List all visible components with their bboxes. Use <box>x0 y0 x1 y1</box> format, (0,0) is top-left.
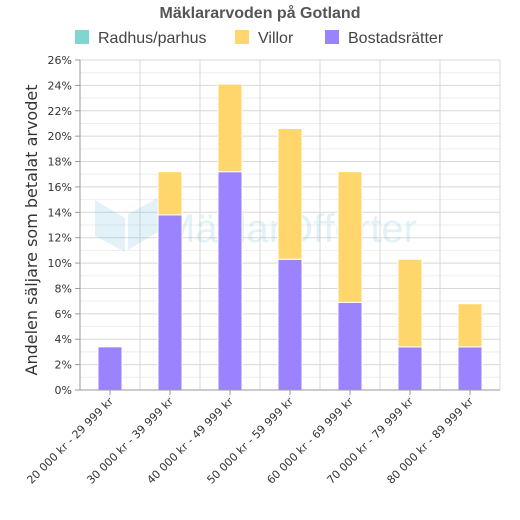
bars <box>97 83 483 391</box>
legend-swatch <box>325 30 339 44</box>
bar-segment[interactable] <box>97 346 123 391</box>
chart-title: Mäklararvoden på Gotland <box>160 4 361 22</box>
y-tick-labels: 0% 2% 4% 6% 8% 10% 12% 14% 16% 18% 20% 22% 24% 26% <box>48 54 72 397</box>
bar-segment[interactable] <box>337 301 363 391</box>
y-tick-label: 8% <box>55 282 72 295</box>
legend-item[interactable]: Villor <box>235 30 294 47</box>
bar-segment[interactable] <box>397 346 423 391</box>
y-tick-label: 6% <box>55 308 72 321</box>
y-tick-label: 14% <box>48 206 72 219</box>
legend-label: Bostadsrätter <box>348 30 444 47</box>
bar-segment[interactable] <box>157 171 183 216</box>
y-tick-label: 2% <box>55 359 72 372</box>
axes <box>75 59 500 395</box>
y-tick-label: 18% <box>48 156 72 169</box>
legend: Radhus/parhus Villor Bostadsrätter <box>75 30 444 47</box>
bar-segment[interactable] <box>397 258 423 348</box>
y-tick-label: 22% <box>48 105 72 118</box>
bar-segment[interactable] <box>157 214 183 391</box>
y-axis-label: Andelen säljare som betalat arvodet <box>22 85 41 376</box>
bar-segment[interactable] <box>457 346 483 391</box>
bar-segment[interactable] <box>277 128 303 260</box>
watermark-logo-left <box>95 200 125 252</box>
legend-swatch <box>235 30 249 44</box>
bar-segment[interactable] <box>277 258 303 391</box>
watermark-logo-right <box>128 198 158 250</box>
bar-segment[interactable] <box>217 83 243 173</box>
legend-swatch <box>75 30 89 44</box>
bar-segment[interactable] <box>457 303 483 348</box>
y-tick-label: 0% <box>55 384 72 397</box>
y-tick-label: 16% <box>48 181 72 194</box>
y-tick-label: 26% <box>48 54 72 67</box>
y-tick-label: 4% <box>55 333 72 346</box>
legend-item[interactable]: Radhus/parhus <box>75 30 207 47</box>
y-tick-label: 24% <box>48 79 72 92</box>
legend-item[interactable]: Bostadsrätter <box>325 30 444 47</box>
bar-segment[interactable] <box>217 171 243 391</box>
y-tick-label: 20% <box>48 130 72 143</box>
legend-label: Villor <box>258 30 294 47</box>
bar-segment[interactable] <box>337 171 363 303</box>
legend-label: Radhus/parhus <box>98 30 207 47</box>
y-tick-label: 10% <box>48 257 72 270</box>
watermark: MäklarOfferter <box>95 198 417 252</box>
y-tick-label: 12% <box>48 232 72 245</box>
